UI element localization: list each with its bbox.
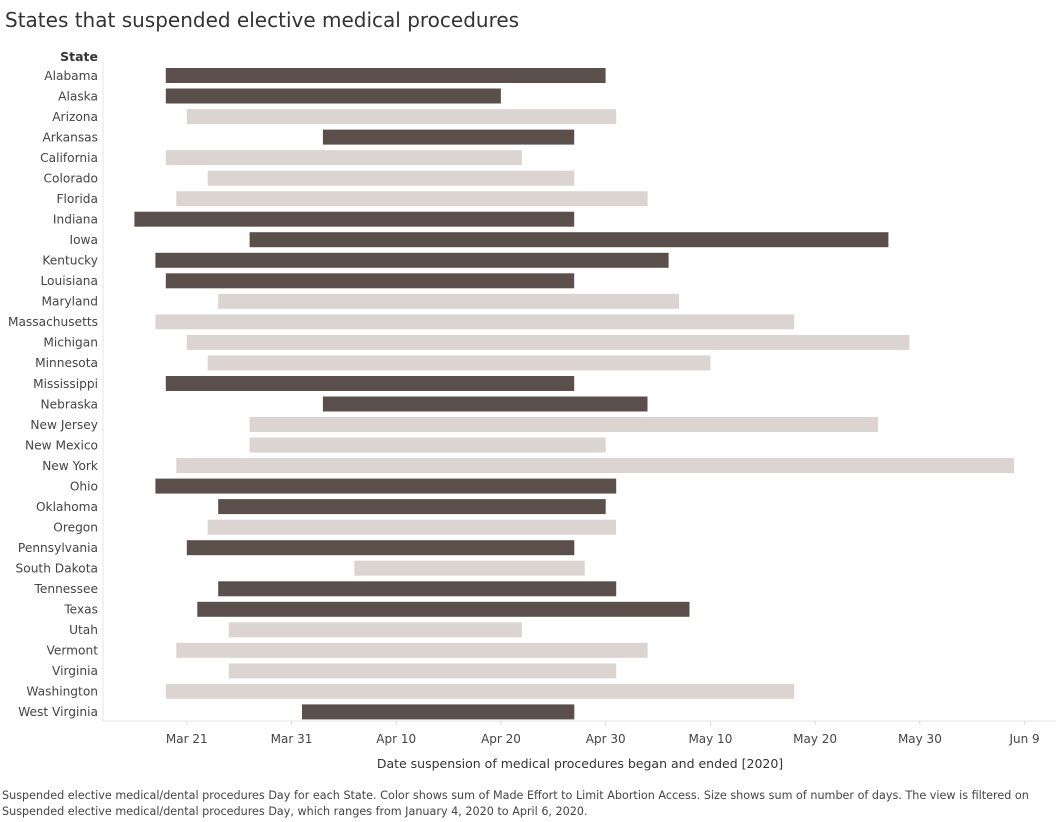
bar-alabama [165, 68, 606, 83]
bar-utah [228, 622, 522, 638]
bar-arizona [186, 109, 617, 125]
state-label-arizona: Arizona [52, 110, 98, 124]
bar-massachusetts [155, 314, 795, 330]
chart-title: States that suspended elective medical p… [5, 8, 520, 32]
state-label-arkansas: Arkansas [42, 130, 98, 144]
bar-maryland [218, 293, 679, 309]
bar-kentucky [155, 252, 669, 268]
bar-washington [165, 683, 795, 699]
state-label-kentucky: Kentucky [42, 254, 98, 268]
gantt-chart: State Alabama Alaska Arizona Arkansas Califor… [8, 49, 1056, 771]
bar-california [165, 150, 522, 166]
bar-west-virginia [302, 704, 575, 720]
state-label-new-mexico: New Mexico [25, 438, 98, 452]
state-label-nebraska: Nebraska [41, 397, 99, 411]
bar-vermont [176, 642, 648, 658]
bar-louisiana [165, 273, 575, 289]
state-label-michigan: Michigan [43, 336, 98, 350]
state-label-colorado: Colorado [44, 171, 98, 185]
state-label-alaska: Alaska [58, 89, 98, 103]
state-label-alabama: Alabama [44, 69, 98, 83]
state-label-oregon: Oregon [53, 520, 98, 534]
state-label-tennessee: Tennessee [33, 582, 98, 596]
state-label-minnesota: Minnesota [35, 356, 98, 370]
state-label-florida: Florida [57, 192, 98, 206]
state-label-maryland: Maryland [41, 295, 98, 309]
state-label-oklahoma: Oklahoma [36, 500, 98, 514]
bar-oklahoma [218, 499, 606, 515]
state-label-south-dakota: South Dakota [16, 562, 98, 576]
x-tick-label: Apr 30 [586, 732, 626, 746]
x-tick-label: Mar 21 [166, 732, 208, 746]
state-label-utah: Utah [69, 623, 98, 637]
bar-florida [176, 191, 648, 207]
bar-tennessee [218, 581, 617, 597]
x-tick-label: Jun 9 [1008, 732, 1039, 746]
bar-colorado [207, 170, 575, 186]
bar-group [134, 68, 1015, 720]
bar-minnesota [207, 355, 711, 371]
state-label-washington: Washington [26, 685, 98, 699]
x-tick-label: May 30 [898, 732, 942, 746]
x-tick-label: Apr 20 [481, 732, 521, 746]
bar-oregon [207, 519, 617, 535]
bar-pennsylvania [186, 540, 575, 556]
bar-indiana [134, 211, 575, 227]
bar-iowa [249, 232, 889, 248]
x-tick-label: May 20 [793, 732, 837, 746]
x-axis: Mar 21 Mar 31 Apr 10 Apr 20 Apr 30 May 10 May … [102, 62, 1056, 771]
state-label-california: California [40, 151, 98, 165]
bar-nebraska [322, 396, 648, 412]
state-label-iowa: Iowa [70, 233, 99, 247]
bar-texas [197, 601, 690, 617]
state-labels: State Alabama Alaska Arizona Arkansas Califor… [8, 49, 99, 719]
bar-south-dakota [354, 560, 585, 576]
state-label-mississippi: Mississippi [33, 377, 98, 391]
state-label-west-virginia: West Virginia [18, 705, 98, 719]
bar-michigan [186, 334, 910, 350]
x-tick-label: Apr 10 [376, 732, 416, 746]
state-label-new-york: New York [42, 459, 99, 473]
bar-mississippi [165, 376, 575, 391]
row-header: State [60, 49, 98, 64]
state-label-texas: Texas [63, 603, 98, 617]
bar-arkansas [322, 129, 575, 145]
chart-footnote: Suspended elective medical/dental proced… [2, 789, 1029, 818]
state-label-louisiana: Louisiana [40, 274, 98, 288]
state-label-virginia: Virginia [52, 664, 98, 678]
bar-ohio [155, 478, 617, 494]
state-label-pennsylvania: Pennsylvania [18, 541, 98, 555]
state-label-vermont: Vermont [46, 644, 98, 658]
x-tick-label: May 10 [688, 732, 732, 746]
state-label-massachusetts: Massachusetts [8, 315, 98, 329]
bar-new-jersey [249, 417, 879, 432]
bar-alaska [165, 88, 501, 104]
x-axis-title: Date suspension of medical procedures be… [377, 756, 783, 771]
bar-new-york [176, 458, 1015, 474]
state-label-indiana: Indiana [53, 213, 98, 227]
bar-virginia [228, 663, 617, 679]
bar-new-mexico [249, 437, 606, 453]
state-label-ohio: Ohio [70, 479, 98, 493]
state-label-new-jersey: New Jersey [30, 418, 98, 432]
x-tick-label: Mar 31 [271, 732, 313, 746]
